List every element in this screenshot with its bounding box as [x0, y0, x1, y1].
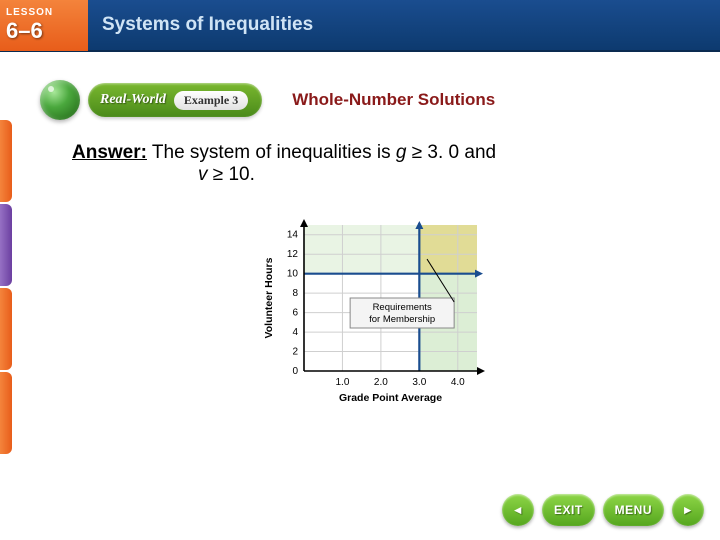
exit-button[interactable]: EXIT	[542, 494, 595, 526]
lesson-tab: LESSON 6–6	[0, 0, 88, 51]
svg-text:2.0: 2.0	[374, 377, 388, 388]
back-button[interactable]: ◄	[502, 494, 534, 526]
answer-var1: g	[396, 142, 407, 163]
svg-text:4: 4	[292, 327, 298, 338]
lesson-label: LESSON	[6, 7, 88, 18]
side-tab-1[interactable]	[0, 120, 12, 202]
forward-button[interactable]: ►	[672, 494, 704, 526]
svg-text:4.0: 4.0	[451, 377, 465, 388]
svg-text:2: 2	[292, 347, 298, 358]
side-tab-3[interactable]	[0, 288, 12, 370]
chart-svg: 1.0 2.0 3.0 4.0 0 2 4 6 8 10 12 14 Grade Point Avera…	[260, 215, 485, 405]
lesson-header: LESSON 6–6 Systems of Inequalities	[0, 0, 720, 52]
forward-icon: ►	[682, 503, 694, 517]
real-world-label: Real-World	[100, 92, 166, 108]
inequality-chart: 1.0 2.0 3.0 4.0 0 2 4 6 8 10 12 14 Grade Point Avera…	[260, 215, 485, 405]
svg-text:1.0: 1.0	[335, 377, 349, 388]
svg-text:Requirements: Requirements	[373, 302, 432, 313]
svg-text:Grade Point Average: Grade Point Average	[339, 392, 442, 404]
nav-buttons: ◄ EXIT MENU ►	[502, 494, 704, 526]
answer-cond2: ≥ 10.	[208, 164, 255, 185]
menu-button[interactable]: MENU	[603, 494, 664, 526]
svg-text:10: 10	[287, 269, 299, 280]
svg-text:14: 14	[287, 230, 299, 241]
globe-icon	[40, 80, 80, 120]
svg-text:for Membership: for Membership	[369, 314, 435, 325]
side-tabs	[0, 120, 12, 454]
svg-text:3.0: 3.0	[412, 377, 426, 388]
chapter-title: Systems of Inequalities	[102, 14, 313, 36]
side-tab-4[interactable]	[0, 372, 12, 454]
answer-text-before: The system of inequalities is	[152, 142, 396, 163]
example-badge: Example 3	[174, 91, 248, 110]
exit-label: EXIT	[554, 503, 583, 517]
answer-cond1: ≥ 3. 0 and	[406, 142, 496, 163]
svg-text:6: 6	[292, 308, 298, 319]
example-bar: Real-World Example 3 Whole-Number Soluti…	[40, 80, 720, 120]
topic-title: Whole-Number Solutions	[292, 90, 495, 110]
back-icon: ◄	[512, 503, 524, 517]
answer-var2: v	[198, 164, 208, 185]
svg-text:Volunteer Hours: Volunteer Hours	[263, 257, 275, 338]
side-tab-2[interactable]	[0, 204, 12, 286]
svg-text:8: 8	[292, 288, 298, 299]
svg-text:12: 12	[287, 249, 299, 260]
example-pill: Real-World Example 3	[88, 83, 262, 117]
answer-label: Answer:	[72, 142, 147, 163]
answer-block: Answer: The system of inequalities is g …	[72, 142, 632, 186]
menu-label: MENU	[615, 503, 652, 517]
lesson-number: 6–6	[6, 18, 88, 44]
svg-text:0: 0	[292, 366, 298, 377]
